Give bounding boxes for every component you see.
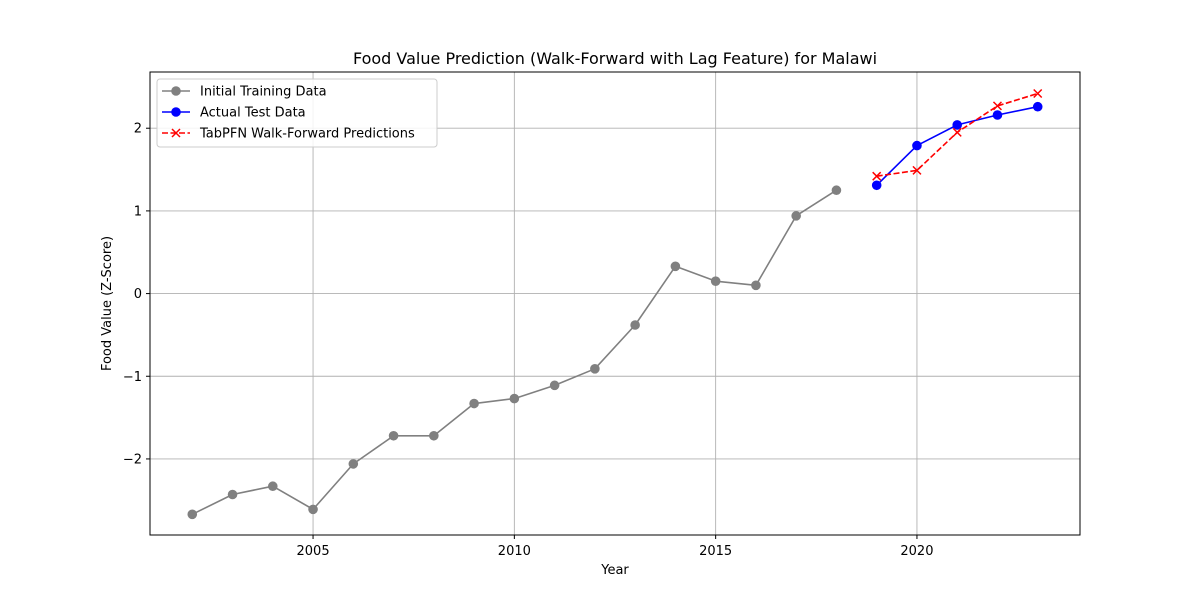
data-point	[388, 430, 399, 441]
data-point	[912, 140, 922, 151]
y-tick-label: −2	[123, 452, 142, 467]
data-point	[630, 320, 640, 330]
series-0	[187, 185, 842, 520]
data-point	[831, 185, 842, 196]
x-axis-title: Year	[600, 563, 629, 578]
data-point	[710, 276, 721, 286]
legend-swatch-marker	[171, 86, 181, 96]
legend-label: Initial Training Data	[200, 85, 327, 100]
y-tick-label: 0	[134, 287, 142, 302]
data-point	[267, 481, 278, 492]
data-point	[751, 280, 761, 291]
legend-swatch-marker	[171, 107, 181, 117]
legend: Initial Training Data Actual Test Data Tab…	[156, 78, 438, 148]
data-point	[1033, 88, 1043, 99]
data-point	[1032, 101, 1043, 112]
data-point	[952, 120, 963, 130]
data-point	[308, 504, 318, 515]
chart-title: Food Value Prediction (Walk-Forward with…	[353, 49, 877, 68]
legend-swatch-marker	[171, 128, 181, 138]
y-axis-title: Food Value (Z-Score)	[100, 236, 115, 371]
y-tick-label: 2	[134, 122, 142, 137]
series-2	[872, 88, 1043, 181]
x-tick-label: 2020	[900, 544, 933, 559]
data-point	[509, 393, 520, 404]
y-tick-label: −1	[123, 370, 142, 385]
x-tick-label: 2005	[297, 544, 330, 559]
x-tick-label: 2015	[699, 544, 732, 559]
legend-label: Actual Test Data	[200, 106, 306, 121]
series-1	[871, 101, 1043, 191]
data-point	[912, 165, 922, 175]
legend-box	[156, 78, 438, 148]
series-layer	[187, 88, 1043, 520]
ticks: 2005 2010 2015 2020 −2 −1 0 1 2	[123, 122, 934, 559]
data-point	[992, 110, 1003, 120]
data-point	[992, 101, 1003, 111]
data-point	[469, 398, 479, 409]
x-tick-label: 2010	[498, 544, 531, 559]
data-point	[187, 509, 198, 520]
data-point	[348, 459, 359, 469]
data-point	[590, 364, 600, 374]
data-point	[549, 380, 560, 391]
plot-frame	[149, 71, 1081, 536]
data-point	[872, 171, 882, 181]
y-tick-label: 1	[134, 204, 142, 219]
data-point	[227, 489, 238, 500]
data-point	[952, 127, 962, 137]
data-point	[871, 180, 882, 191]
data-point	[429, 430, 439, 441]
legend-label: TabPFN Walk-Forward Predictions	[199, 127, 415, 142]
data-point	[791, 211, 801, 221]
data-point	[670, 261, 681, 272]
